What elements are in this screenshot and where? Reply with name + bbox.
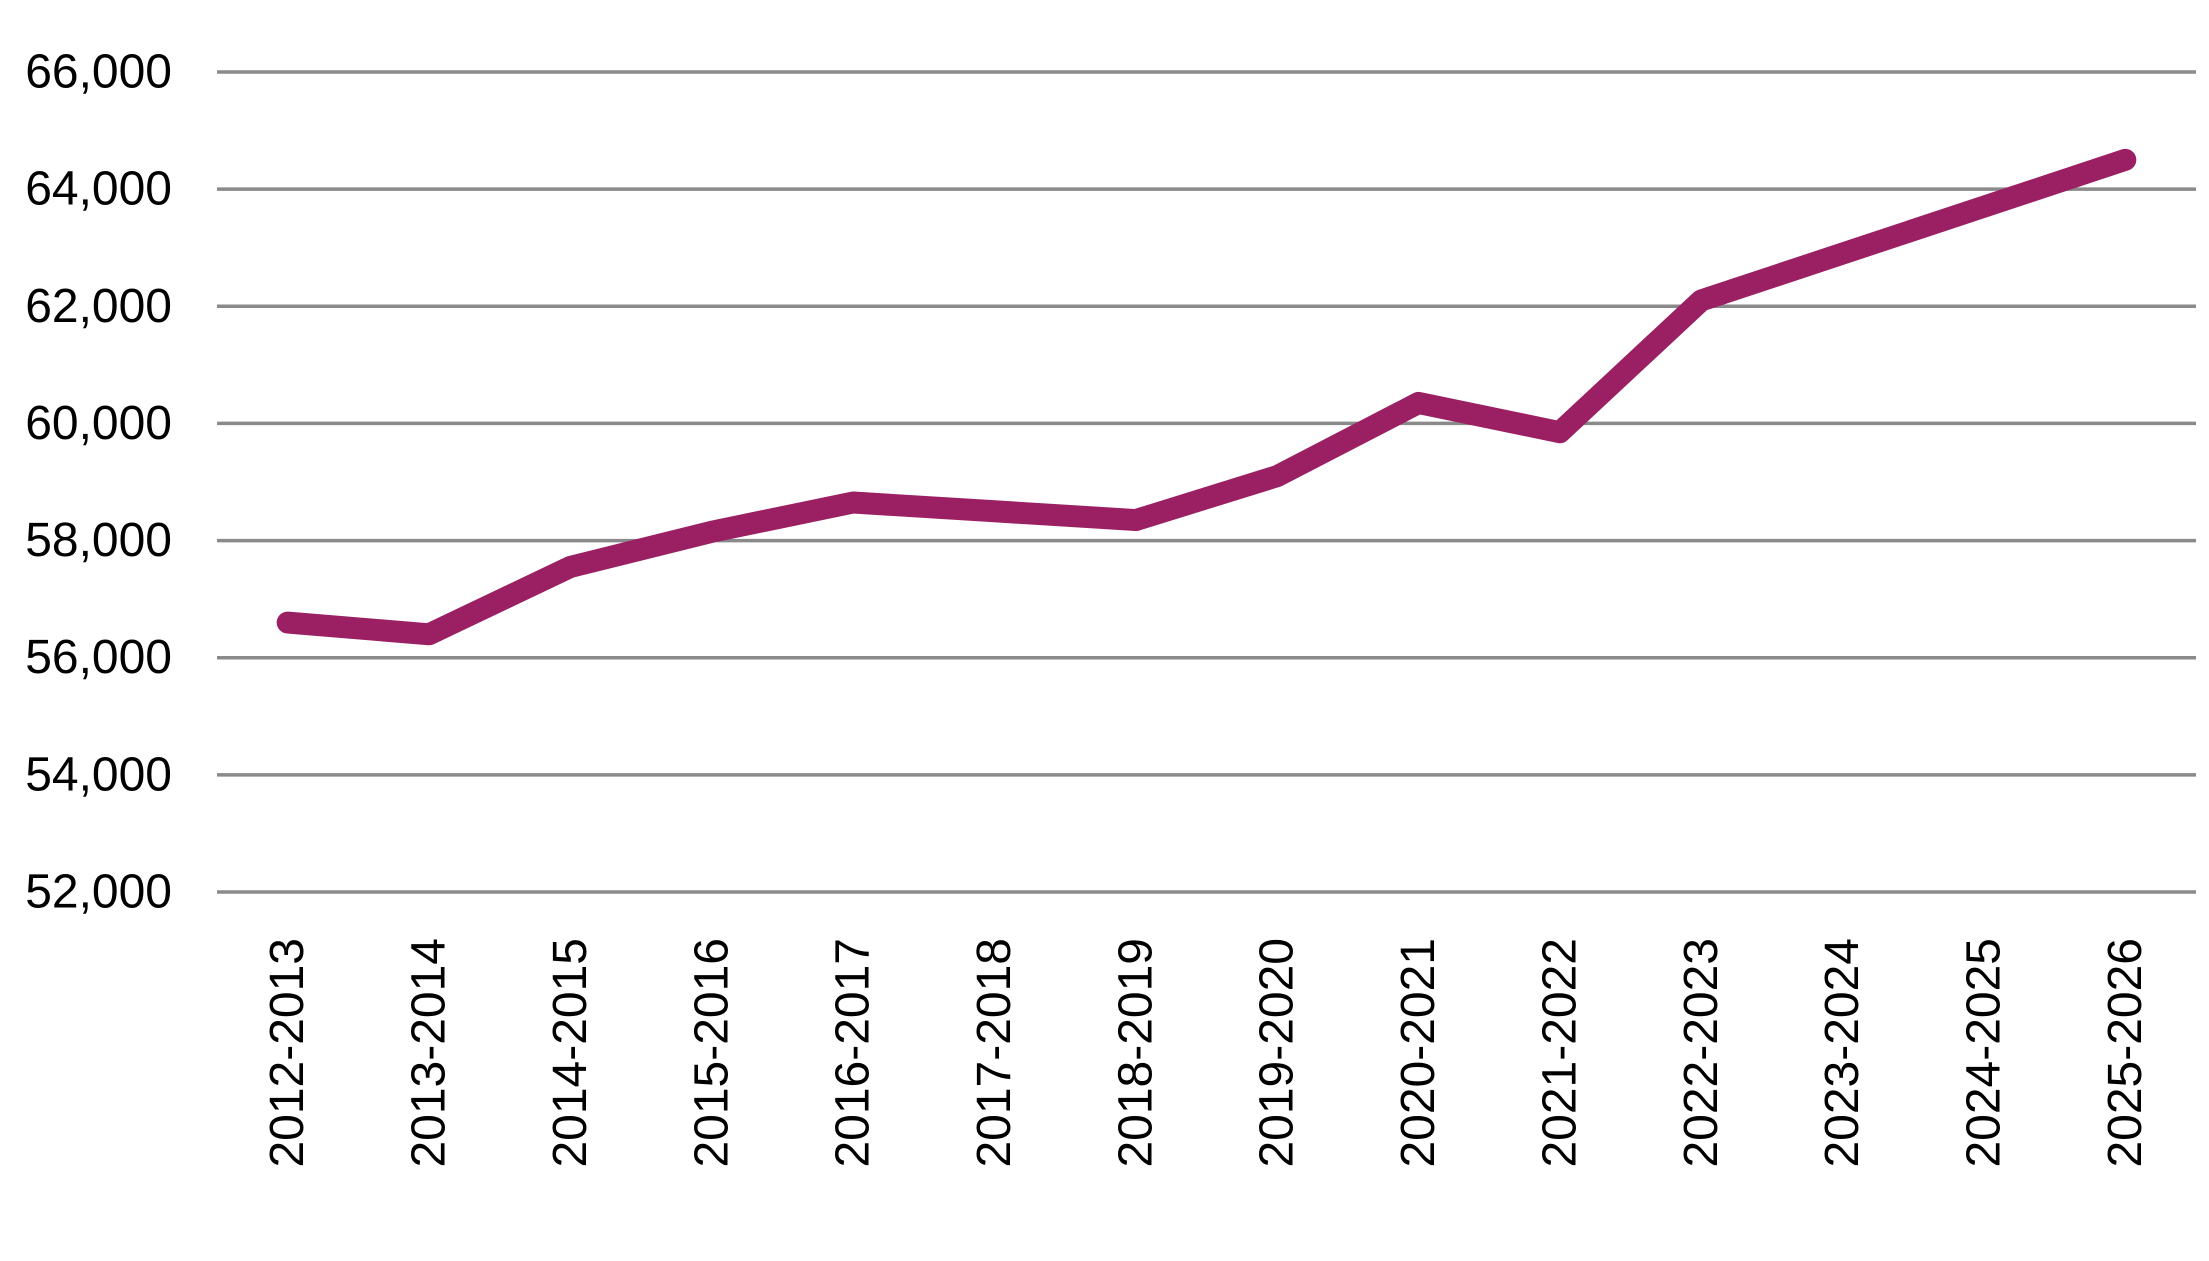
x-axis-label: 2019-2020 (1251, 938, 1304, 1168)
y-axis-label: 54,000 (25, 748, 172, 801)
x-axis-labels: 2012-2013 2013-2014 2014-2015 2015-2016 2016… (261, 938, 2152, 1168)
y-axis-labels: 66,000 64,000 62,000 60,000 58,000 56,000 54,0… (25, 46, 172, 919)
data-line (276, 148, 2137, 646)
x-axis-label: 2023-2024 (1816, 938, 1869, 1168)
y-axis-label: 66,000 (25, 46, 172, 99)
x-axis-label: 2022-2023 (1675, 938, 1728, 1168)
x-axis-label: 2021-2022 (1533, 938, 1586, 1168)
x-axis-label: 2016-2017 (827, 938, 880, 1168)
y-axis-label: 56,000 (25, 631, 172, 684)
x-axis-label: 2014-2015 (544, 938, 597, 1168)
x-axis-label: 2013-2014 (403, 938, 456, 1168)
y-axis-label: 52,000 (25, 866, 172, 919)
x-axis-label: 2012-2013 (261, 938, 314, 1168)
x-axis-label: 2018-2019 (1109, 938, 1162, 1168)
x-axis-label: 2015-2016 (685, 938, 738, 1168)
x-axis-label: 2017-2018 (968, 938, 1021, 1168)
gridlines (217, 70, 2196, 894)
x-axis-label: 2020-2021 (1392, 938, 1445, 1168)
y-axis-label: 60,000 (25, 397, 172, 450)
data-series (276, 148, 2137, 646)
x-axis-label: 2025-2026 (2099, 938, 2152, 1168)
y-axis-label: 58,000 (25, 514, 172, 567)
x-axis-label: 2024-2025 (1957, 938, 2010, 1168)
y-axis-label: 64,000 (25, 163, 172, 216)
y-axis-label: 62,000 (25, 280, 172, 333)
